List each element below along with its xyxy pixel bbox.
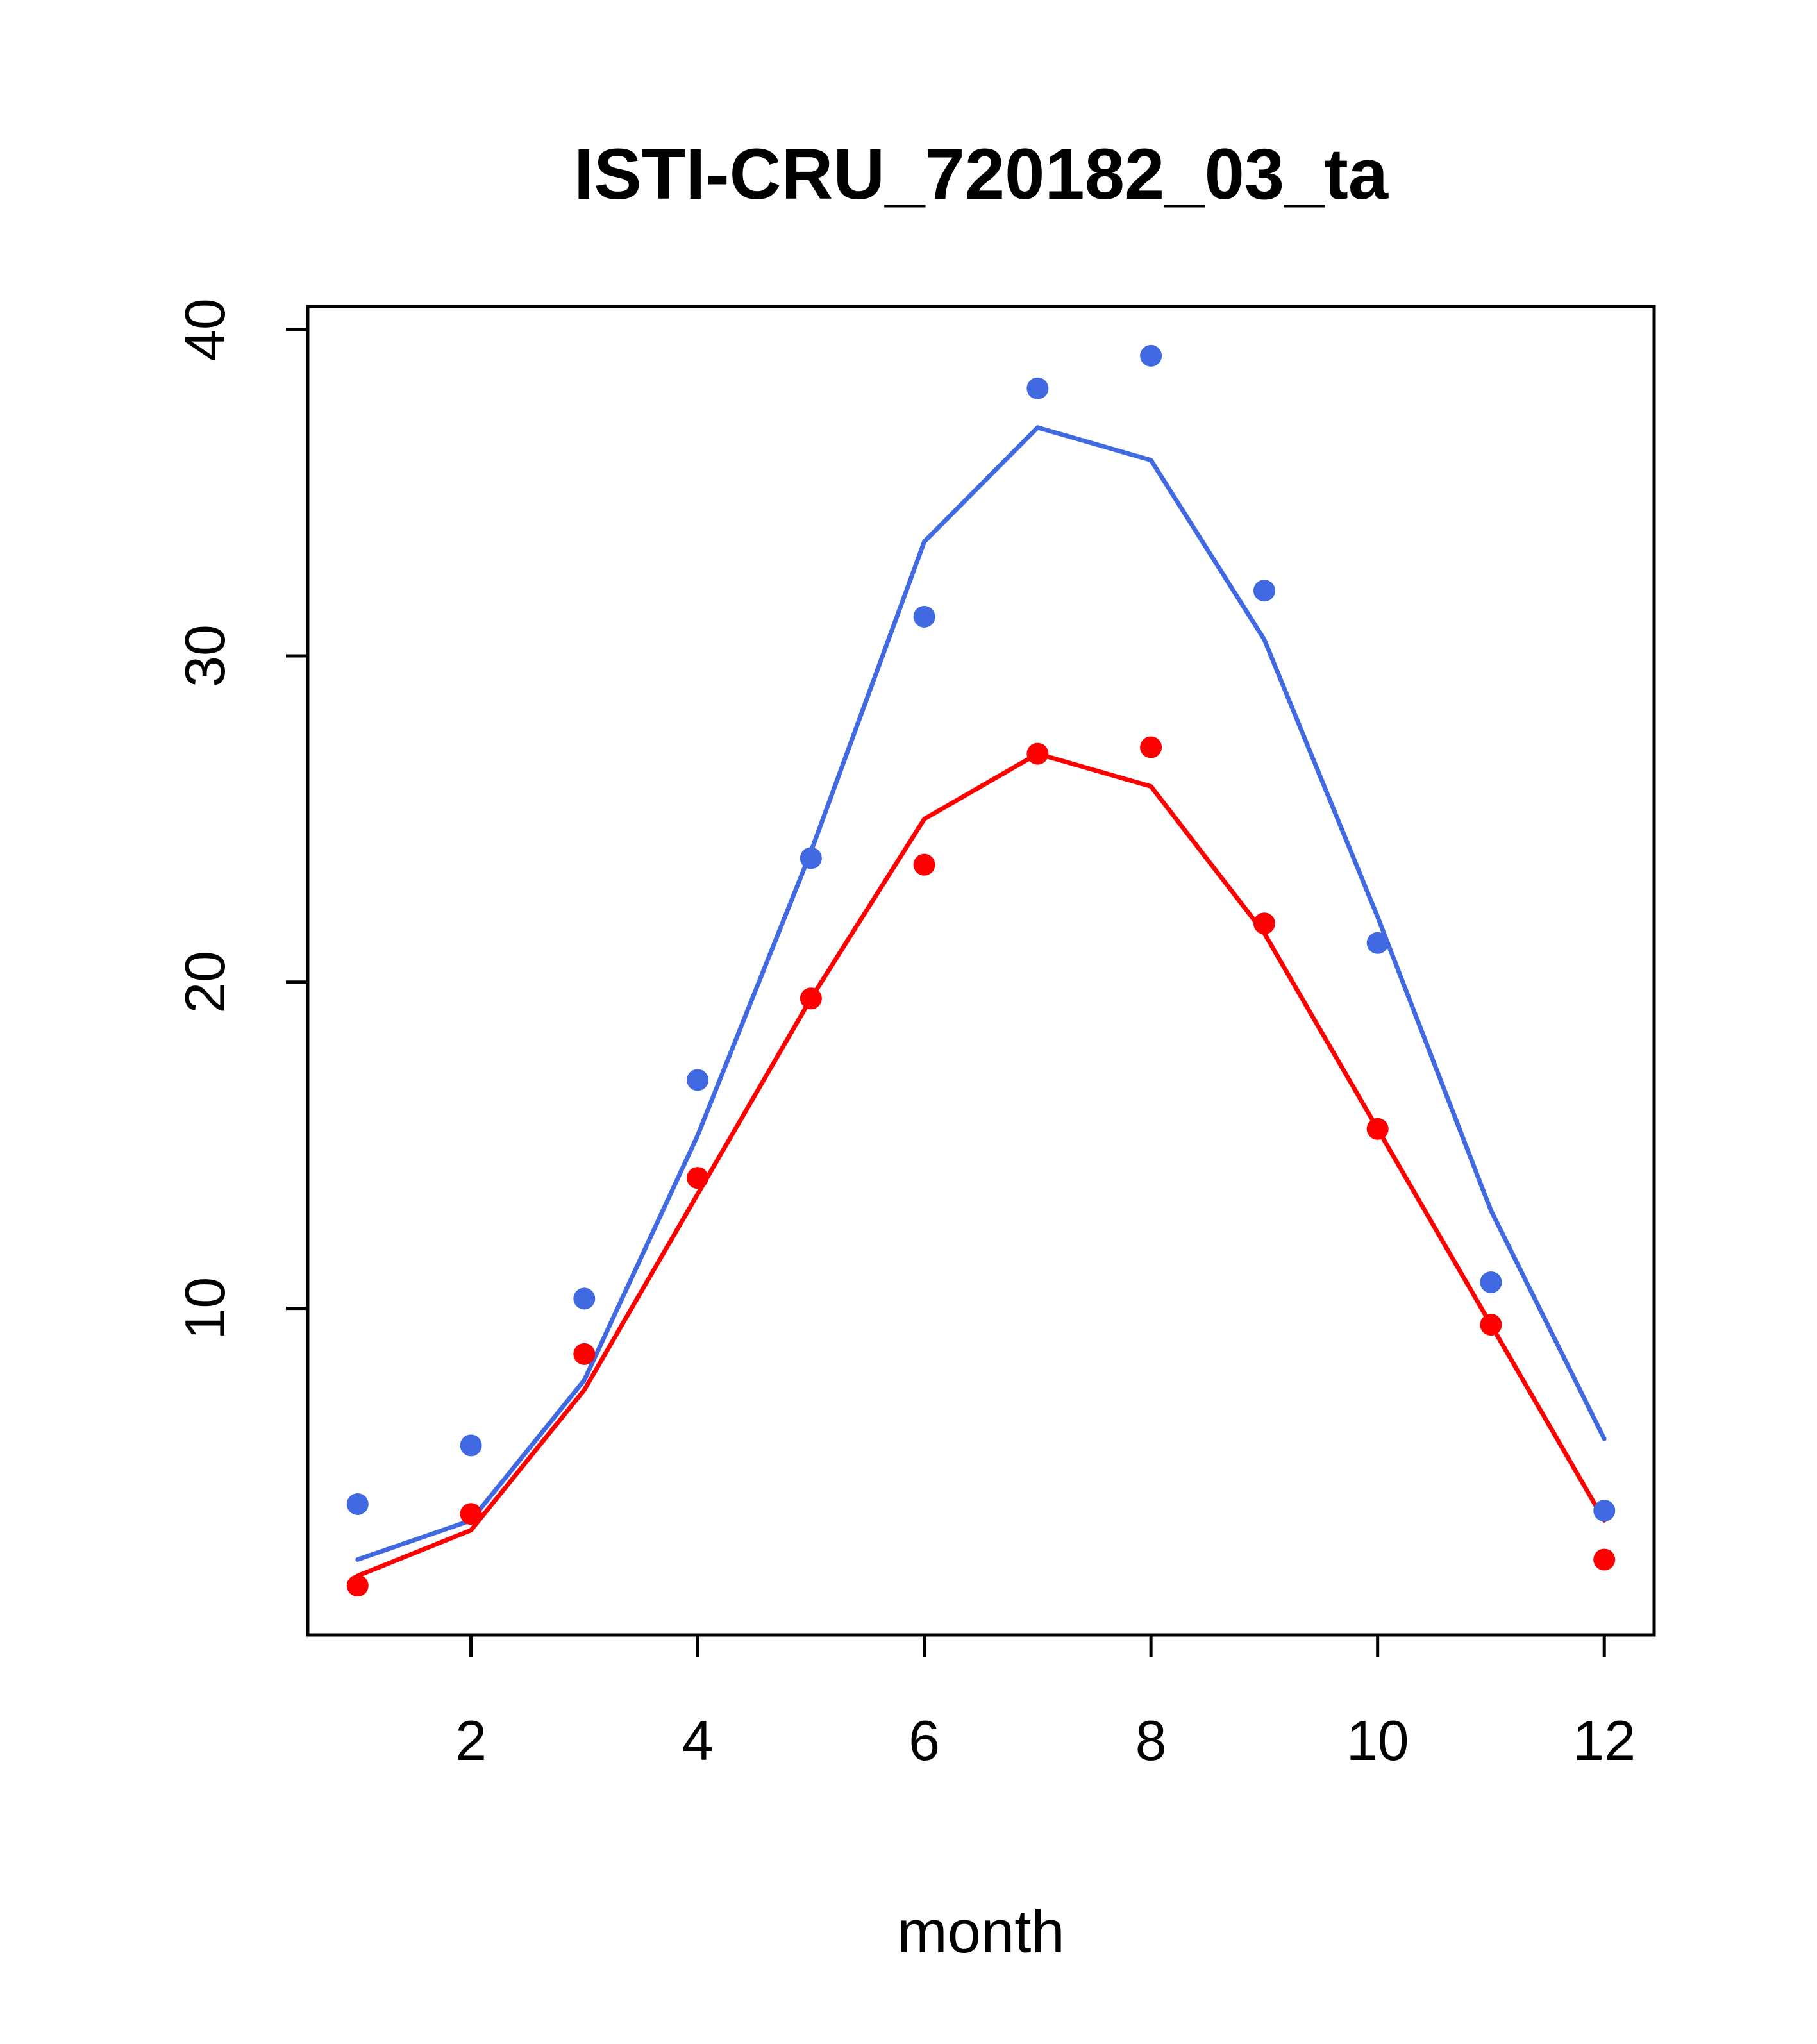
red-points-marker: [1026, 742, 1049, 765]
x-tick-label: 8: [1135, 1709, 1167, 1772]
red-points-marker: [800, 987, 822, 1010]
red-points-marker: [1253, 912, 1275, 935]
red-points-marker: [346, 1575, 369, 1597]
red-points-marker: [460, 1503, 482, 1525]
plot-box: [306, 305, 1656, 1637]
red-points-marker: [573, 1343, 596, 1365]
x-tick-label: 4: [682, 1709, 714, 1772]
y-tick-label: 40: [173, 298, 237, 361]
red-points-marker: [687, 1167, 709, 1189]
red-line: [355, 751, 1607, 1579]
red-points-marker: [1480, 1314, 1502, 1336]
blue-line: [355, 425, 1607, 1562]
y-tick-label: 30: [173, 624, 237, 687]
blue-points-marker: [687, 1069, 709, 1091]
x-tick-label: 2: [455, 1709, 487, 1772]
blue-points-marker: [1593, 1500, 1616, 1522]
blue-points-marker: [913, 605, 935, 628]
blue-points-marker: [573, 1287, 596, 1310]
x-tick-label: 12: [1573, 1709, 1636, 1772]
x-tick-label: 10: [1346, 1709, 1409, 1772]
y-tick-label: 20: [173, 951, 237, 1014]
blue-points-marker: [1366, 932, 1389, 954]
blue-points-marker: [1026, 377, 1049, 399]
red-points-marker: [1140, 736, 1162, 758]
blue-points-marker: [460, 1434, 482, 1457]
red-points-marker: [1366, 1118, 1389, 1140]
red-points-marker: [913, 853, 935, 876]
blue-points-marker: [1253, 580, 1275, 602]
y-tick-label: 10: [173, 1277, 237, 1340]
blue-points-marker: [346, 1493, 369, 1515]
blue-points-marker: [1480, 1271, 1502, 1293]
series-layer: [346, 344, 1616, 1597]
red-points-marker: [1593, 1548, 1616, 1571]
axes-layer: 2 4 6 8 10 12 10 20 30 40: [173, 298, 1656, 1772]
blue-points-marker: [800, 847, 822, 869]
blue-points-marker: [1140, 344, 1162, 367]
x-axis-label: month: [897, 1898, 1064, 1965]
x-tick-label: 6: [908, 1709, 940, 1772]
chart-title: ISTI-CRU_720182_03_ta: [574, 134, 1389, 214]
